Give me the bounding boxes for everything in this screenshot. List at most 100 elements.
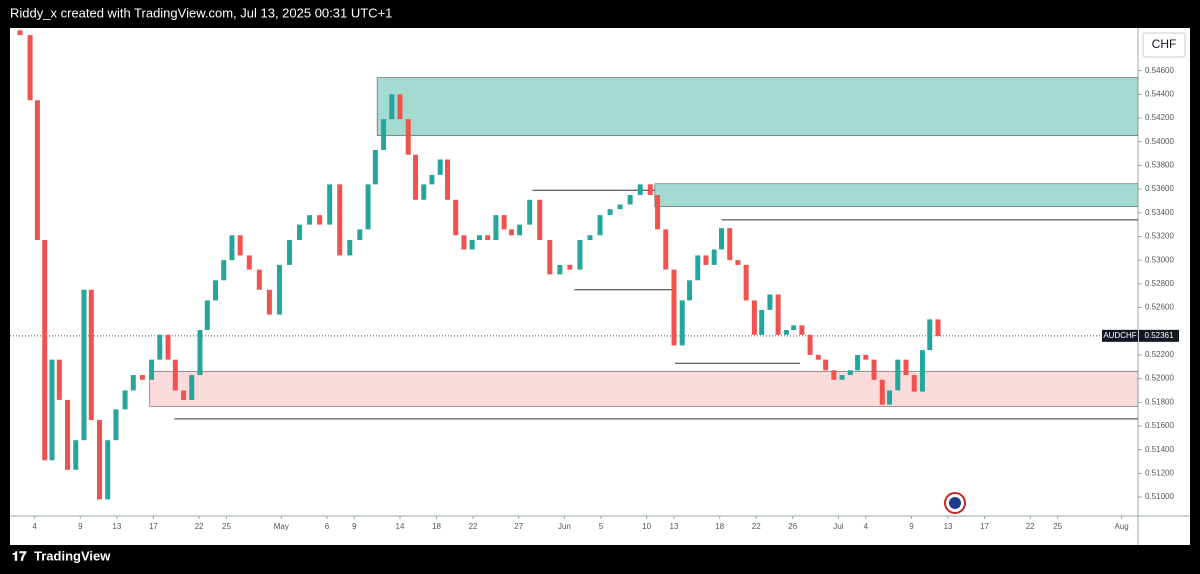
- x-tick-label: 9: [352, 522, 357, 531]
- candle: [935, 319, 941, 336]
- currency: CHF: [1152, 37, 1177, 51]
- candle: [256, 269, 262, 290]
- x-tick-label: 22: [195, 522, 204, 531]
- candle: [617, 204, 623, 210]
- candle: [413, 154, 419, 200]
- candle: [587, 235, 593, 241]
- candle: [307, 215, 313, 225]
- candle: [839, 375, 845, 380]
- candle: [105, 440, 111, 500]
- y-tick-label: 0.52800: [1145, 279, 1174, 288]
- y-tick-label: 0.53800: [1145, 161, 1174, 170]
- currency-box: [1142, 32, 1186, 58]
- candle: [49, 359, 55, 461]
- candle: [197, 330, 203, 376]
- candle: [461, 235, 467, 250]
- candle: [65, 399, 71, 470]
- candle: [537, 199, 543, 241]
- zone: [376, 77, 1138, 136]
- candle: [337, 184, 343, 256]
- candle: [204, 300, 210, 331]
- candle: [607, 209, 613, 216]
- logo-mark: 𝟏𝟕: [12, 548, 27, 563]
- candle: [17, 30, 23, 36]
- candle: [627, 195, 633, 205]
- candle: [911, 375, 917, 392]
- x-tick-label: 9: [78, 522, 83, 531]
- candle: [130, 375, 136, 391]
- x-tick-label: 26: [788, 522, 797, 531]
- candle: [172, 359, 178, 391]
- candle: [357, 229, 363, 241]
- candle: [381, 119, 387, 150]
- candle: [847, 370, 853, 376]
- symbol-label: AUDCHF: [1103, 331, 1136, 340]
- candle: [508, 229, 514, 236]
- candle: [815, 354, 821, 360]
- y-tick-label: 0.53400: [1145, 208, 1174, 217]
- x-tick-label: 14: [396, 522, 405, 531]
- y-tick-label: 0.52600: [1145, 303, 1174, 312]
- candle: [751, 300, 757, 335]
- x-tick-label: 17: [149, 522, 158, 531]
- candle: [799, 325, 805, 335]
- candle: [297, 224, 303, 241]
- candle: [823, 359, 829, 371]
- candle: [113, 409, 119, 441]
- candle: [389, 94, 395, 120]
- candle: [655, 195, 661, 230]
- candle: [421, 184, 427, 200]
- candle: [807, 334, 813, 355]
- candle: [671, 269, 677, 346]
- y-tick-label: 0.54600: [1145, 66, 1174, 75]
- x-tick-label: 22: [752, 522, 761, 531]
- x-tick-label: Jul: [833, 522, 843, 531]
- y-tick-label: 0.51600: [1145, 421, 1174, 430]
- y-tick-label: 0.51800: [1145, 397, 1174, 406]
- candle: [365, 184, 371, 230]
- candle: [493, 215, 499, 241]
- candle: [647, 184, 653, 196]
- flag-icon-inner: [949, 497, 961, 509]
- x-tick-label: 18: [432, 522, 441, 531]
- candle: [405, 119, 411, 155]
- candle: [735, 260, 741, 265]
- zone: [149, 370, 1138, 407]
- x-tick-label: 27: [514, 522, 523, 531]
- zone: [654, 183, 1138, 208]
- candle: [711, 249, 717, 265]
- candle: [56, 359, 62, 400]
- x-tick-label: Aug: [1114, 522, 1128, 531]
- candle: [237, 235, 243, 256]
- candle: [266, 289, 272, 315]
- candle: [286, 240, 292, 265]
- candle: [783, 330, 789, 335]
- x-tick-label: 25: [222, 522, 231, 531]
- candle: [775, 294, 781, 335]
- candle: [397, 94, 403, 120]
- candle: [88, 289, 94, 421]
- candle: [919, 350, 925, 392]
- x-tick-label: 4: [32, 522, 37, 531]
- x-tick-label: 17: [980, 522, 989, 531]
- symbol-box: [1102, 329, 1138, 342]
- candle: [139, 375, 145, 380]
- candle: [485, 235, 491, 241]
- y-tick-label: 0.51200: [1145, 468, 1174, 477]
- x-tick-label: 9: [909, 522, 914, 531]
- candle: [679, 300, 685, 346]
- candle: [879, 379, 885, 405]
- y-tick-label: 0.53200: [1145, 232, 1174, 241]
- x-tick-label: 22: [1026, 522, 1035, 531]
- price-label: 0.52361: [1145, 331, 1174, 340]
- x-tick-label: 13: [944, 522, 953, 531]
- x-tick-label: 5: [599, 522, 604, 531]
- y-tick-label: 0.53600: [1145, 184, 1174, 193]
- candle: [437, 159, 443, 175]
- candle: [122, 390, 128, 410]
- x-tick-label: 22: [469, 522, 478, 531]
- candle: [157, 334, 163, 360]
- candle: [181, 390, 187, 400]
- candle: [547, 240, 553, 275]
